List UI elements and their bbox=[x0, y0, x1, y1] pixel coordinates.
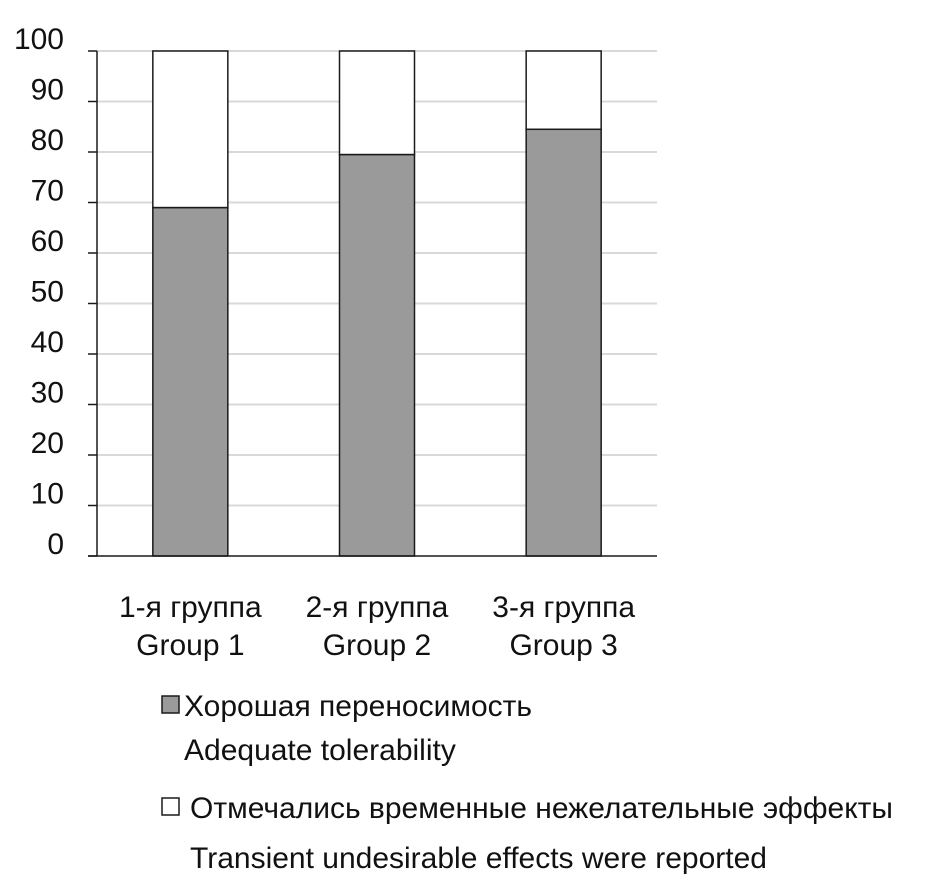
x-category-label: 1-я группа bbox=[119, 591, 262, 624]
legend-swatch-series-1 bbox=[161, 695, 180, 714]
y-tick-label: 40 bbox=[31, 326, 64, 359]
bar-segment-series-1-group-2 bbox=[338, 153, 416, 557]
bar-segment-series-2-group-1 bbox=[152, 50, 229, 209]
bar-segment-series-1-group-1 bbox=[152, 206, 229, 557]
x-category-label: 2-я группа bbox=[306, 591, 449, 624]
x-category-label: 3-я группа bbox=[492, 591, 635, 624]
x-category-label: Group 2 bbox=[323, 629, 431, 662]
y-tick-label: 0 bbox=[47, 528, 64, 561]
y-axis-ticks: 0 10 20 30 40 50 60 70 80 90 100 bbox=[14, 23, 97, 561]
bar-segment-series-2-group-2 bbox=[338, 50, 416, 156]
legend-label: Adequate tolerability bbox=[184, 734, 456, 767]
y-tick-label: 50 bbox=[31, 276, 64, 309]
bars bbox=[152, 50, 602, 557]
legend-label: Transient undesirable effects were repor… bbox=[190, 842, 767, 875]
y-tick-label: 80 bbox=[31, 124, 64, 157]
legend-label: Хорошая переносимость bbox=[184, 690, 532, 723]
y-tick-label: 30 bbox=[31, 377, 64, 410]
legend-label: Отмечались временные нежелательные эффек… bbox=[190, 792, 893, 825]
x-axis-labels: 1-я группа Group 1 2-я группа Group 2 3-я гр… bbox=[119, 591, 635, 662]
y-tick-label: 70 bbox=[31, 175, 64, 208]
bar-segment-series-1-group-3 bbox=[525, 128, 602, 557]
y-tick-label: 10 bbox=[31, 478, 64, 511]
y-tick-label: 100 bbox=[14, 23, 64, 56]
legend: Хорошая переносимость Adequate tolerabili… bbox=[161, 690, 893, 875]
x-category-label: Group 3 bbox=[509, 629, 617, 662]
legend-swatch-series-2 bbox=[161, 797, 180, 816]
axes bbox=[88, 51, 657, 557]
bar-segment-series-2-group-3 bbox=[525, 50, 602, 131]
y-tick-label: 90 bbox=[31, 74, 64, 107]
x-category-label: Group 1 bbox=[136, 629, 244, 662]
y-tick-label: 60 bbox=[31, 225, 64, 258]
y-tick-label: 20 bbox=[31, 427, 64, 460]
